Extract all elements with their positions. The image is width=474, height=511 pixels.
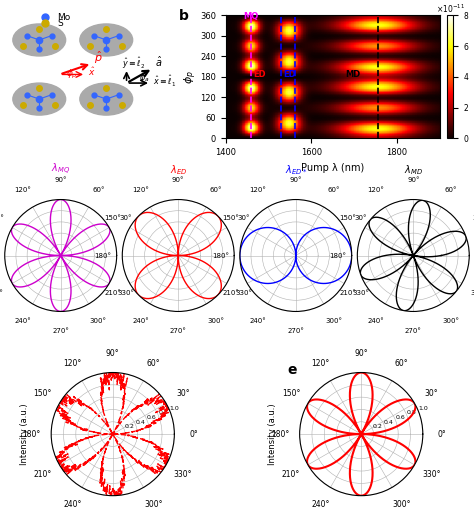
Y-axis label: $\phi_p$: $\phi_p$ [182, 70, 199, 84]
Title: $\lambda_{MQ}$: $\lambda_{MQ}$ [51, 162, 70, 177]
Text: Intensity (a.u.): Intensity (a.u.) [268, 403, 277, 465]
Title: $\lambda_{ED}$: $\lambda_{ED}$ [170, 163, 187, 177]
Text: MD: MD [346, 70, 361, 79]
Title: $\lambda_{MD}$: $\lambda_{MD}$ [404, 163, 423, 177]
Text: $\hat{p}$: $\hat{p}$ [94, 50, 103, 66]
Circle shape [80, 24, 133, 56]
Title: $\lambda_{ED*}$: $\lambda_{ED*}$ [284, 163, 307, 177]
Text: b: b [179, 9, 188, 23]
Text: $\hat{y}\equiv\hat{\ell}_2$: $\hat{y}\equiv\hat{\ell}_2$ [122, 56, 146, 71]
Text: e: e [287, 363, 297, 377]
Title: $\times10^{-11}$: $\times10^{-11}$ [436, 2, 465, 14]
X-axis label: Pump λ (nm): Pump λ (nm) [301, 163, 365, 173]
Text: ED: ED [254, 70, 266, 79]
Circle shape [13, 24, 65, 56]
Text: $\phi_a$: $\phi_a$ [139, 71, 149, 84]
Circle shape [80, 83, 133, 115]
Circle shape [13, 83, 65, 115]
Text: S: S [57, 19, 63, 28]
Text: Mo: Mo [57, 13, 71, 21]
Text: ED: ED [283, 70, 296, 79]
Text: Intensity (a.u.): Intensity (a.u.) [19, 403, 28, 465]
Text: $\hat{a}$: $\hat{a}$ [155, 55, 163, 69]
Text: $\hat{x}\equiv\hat{\ell}_1$: $\hat{x}\equiv\hat{\ell}_1$ [153, 74, 176, 89]
Text: $\phi_p$: $\phi_p$ [65, 68, 77, 81]
Text: $\hat{x}$: $\hat{x}$ [88, 66, 96, 78]
Text: MQ: MQ [243, 12, 258, 21]
